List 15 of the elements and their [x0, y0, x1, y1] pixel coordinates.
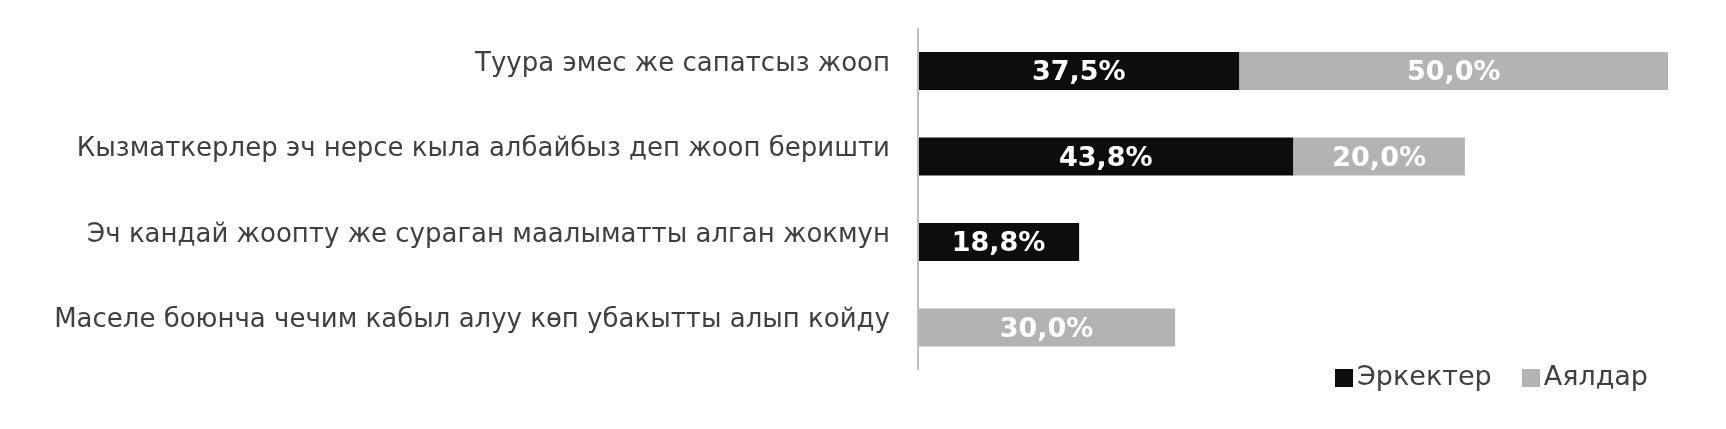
y-tick-label: Туура эмес же сапатсыз жооп [474, 46, 890, 77]
bar [918, 51, 1240, 90]
y-tick-label: Маселе боюнча чечим кабыл алуу көп убакытты алып койду [54, 303, 890, 334]
y-tick-label: Эч кандай жоопту же сураган маалыматты алган жокмун [87, 217, 890, 248]
legend-label: Эркектер [1356, 360, 1492, 391]
data-label: 20,0% [1332, 140, 1426, 172]
legend-label: Аялдар [1543, 360, 1648, 391]
data-label: 43,8% [1058, 140, 1153, 172]
bar [918, 137, 1294, 176]
data-label: 50,0% [1406, 55, 1501, 87]
y-tick-label: Кызматкерлер эч нерсе кыла албайбыз деп жооп беришти [76, 132, 890, 163]
bar [1239, 51, 1668, 90]
data-label: 18,8% [951, 226, 1046, 258]
data-label: 30,0% [999, 311, 1094, 343]
data-label: 37,5% [1031, 55, 1126, 87]
